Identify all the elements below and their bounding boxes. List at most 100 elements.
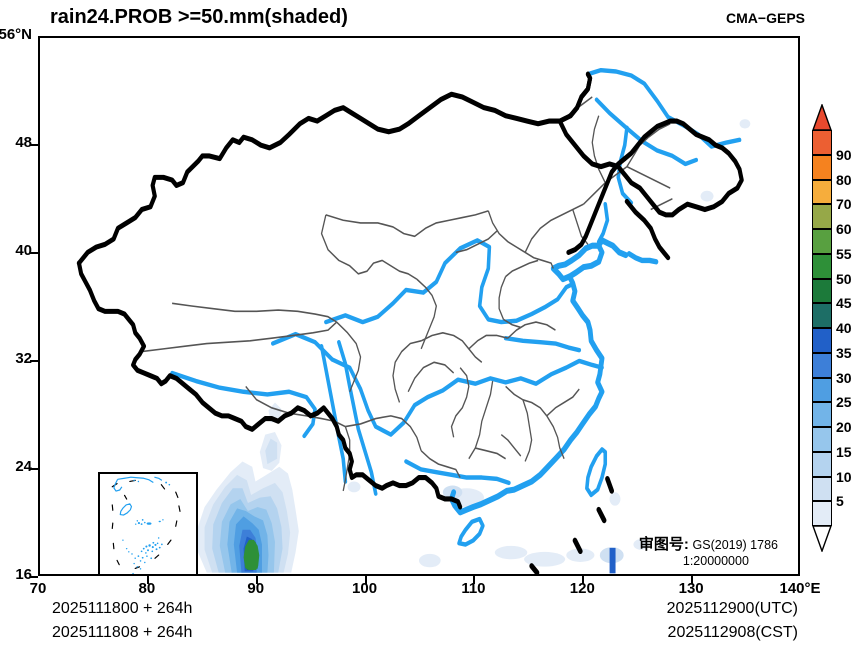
inset-islands <box>122 479 171 574</box>
colorbar-label-20: 20 <box>836 419 852 435</box>
colorbar-band-10 <box>812 253 832 279</box>
model-label: CMA−GEPS <box>726 10 805 26</box>
rivers-layer <box>170 67 742 547</box>
inset-map-svg <box>111 476 181 574</box>
colorbar-band-1 <box>812 476 832 502</box>
approval-number-block: 审图号: GS(2019) 1786 1:20000000 <box>639 536 778 568</box>
x-axis-tick <box>473 576 476 584</box>
shade-dot-scs-2 <box>524 551 566 567</box>
shade-streak-scs <box>609 547 616 574</box>
inset-dashes <box>111 479 181 569</box>
coastline-thick-east <box>566 156 627 255</box>
colorbar-band-8 <box>812 303 832 328</box>
colorbar-label-30: 30 <box>836 369 852 386</box>
x-axis-label-80: 80 <box>138 580 156 597</box>
river-amur <box>586 67 742 149</box>
coastline-hainan <box>457 516 485 547</box>
river-salween <box>319 343 348 484</box>
footer-init-time-utc: 2025111800 + 264h <box>52 600 193 617</box>
colorbar-band-0 <box>812 501 832 526</box>
shade-dot-far-e2 <box>739 119 751 129</box>
shade-dot-scs-8 <box>633 539 649 550</box>
river-songhua <box>594 97 698 167</box>
colorbar-label-80: 80 <box>836 171 852 188</box>
river-huai <box>503 335 582 353</box>
x-axis-tick <box>146 576 149 584</box>
shade-dot-taiwan <box>609 492 621 506</box>
y-axis-tick <box>30 576 38 578</box>
y-axis-label-48: 48 <box>15 134 32 151</box>
colorbar-extend-high-arrow <box>812 102 832 131</box>
colorbar-band-7 <box>812 328 832 353</box>
border-china-west <box>76 260 463 510</box>
colorbar-label-5: 5 <box>836 493 844 510</box>
x-axis-label-130: 130 <box>678 580 704 597</box>
colorbar-extend-low-arrow <box>812 525 832 554</box>
coastline-bohai <box>550 242 602 283</box>
colorbar-band-12 <box>812 204 832 229</box>
precipitation-shading <box>197 119 751 574</box>
shade-dot-yunnan <box>347 481 361 493</box>
map-plot-area: 1:40000000 审图号: GS(2019) 1786 1:20000000 <box>38 36 800 576</box>
border-china-main <box>76 71 593 266</box>
colorbar-band-11 <box>812 229 832 254</box>
shade-dot-scs-1 <box>494 545 528 560</box>
shade-core-green <box>243 539 260 570</box>
colorbar-label-45: 45 <box>836 295 852 312</box>
y-axis-label-16: 16 <box>15 566 32 583</box>
x-axis-label-100: 100 <box>352 580 378 597</box>
x-axis-tick <box>255 576 258 584</box>
coastline-east <box>449 237 605 516</box>
footer-init-time-cst: 2025111808 + 264h <box>52 624 193 641</box>
national-border <box>76 71 744 510</box>
coastline-liaodong <box>599 237 629 259</box>
inset-coast <box>113 476 163 516</box>
footer-valid-time-cst: 2025112908(CST) <box>667 624 798 641</box>
border-china-coast-thick <box>568 71 593 119</box>
colorbar-label-50: 50 <box>836 270 852 287</box>
colorbar-band-15 <box>812 130 832 155</box>
shade-dot-far-e <box>700 190 714 202</box>
colorbar-label-40: 40 <box>836 320 852 336</box>
colorbar-band-3 <box>812 427 832 452</box>
colorbar-label-55: 55 <box>836 245 852 262</box>
page-title: rain24.PROB >=50.mm(shaded) <box>50 6 348 28</box>
y-axis-tick <box>30 252 38 254</box>
approval-number: GS(2019) 1786 <box>692 538 778 553</box>
shade-dot-scs-3 <box>566 548 595 562</box>
colorbar-label-70: 70 <box>836 196 852 213</box>
colorbar-band-13 <box>812 179 832 205</box>
approval-scale: 1:20000000 <box>682 553 749 568</box>
colorbar-band-4 <box>812 402 832 427</box>
colorbar-band-14 <box>812 154 832 180</box>
river-yellow <box>324 238 574 325</box>
approval-label-cn: 审图号 <box>638 536 684 554</box>
x-axis-tick <box>582 576 585 584</box>
colorbar-label-25: 25 <box>836 394 852 411</box>
china-map-svg <box>76 67 751 574</box>
coastline-taiwan <box>585 447 608 498</box>
x-axis-label-70: 70 <box>29 580 47 597</box>
y-axis-label-56N: 56°N <box>0 26 32 43</box>
river-mekong <box>337 339 378 496</box>
approval-colon: : <box>683 536 689 554</box>
river-liaohe <box>596 201 610 244</box>
y-axis-label-40: 40 <box>15 242 32 259</box>
border-korea-dashed <box>624 198 671 261</box>
y-axis-tick <box>30 468 38 470</box>
x-axis-tick <box>691 576 694 584</box>
colorbar-band-9 <box>812 278 832 304</box>
x-axis-tick <box>364 576 367 584</box>
x-axis-label-140E: 140°E <box>779 580 821 597</box>
border-northeast <box>557 118 744 218</box>
shade-dot-scs-7 <box>419 553 441 568</box>
colorbar-label-35: 35 <box>836 344 852 361</box>
y-axis-label-24: 24 <box>15 458 32 475</box>
colorbar-band-6 <box>812 352 832 378</box>
colorbar-label-10: 10 <box>836 468 852 485</box>
x-axis-label-120: 120 <box>569 580 595 597</box>
shade-plume-ne2 <box>265 438 278 465</box>
y-axis-tick <box>30 144 38 146</box>
colorbar-band-2 <box>812 451 832 477</box>
